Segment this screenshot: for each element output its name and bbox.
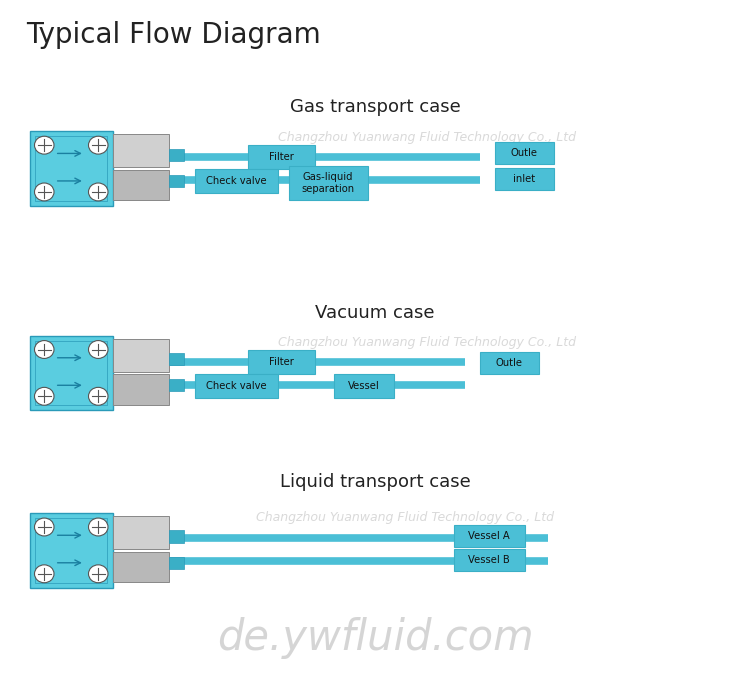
FancyBboxPatch shape xyxy=(195,169,278,193)
FancyBboxPatch shape xyxy=(454,549,525,571)
FancyBboxPatch shape xyxy=(112,338,169,372)
FancyBboxPatch shape xyxy=(30,513,112,588)
FancyBboxPatch shape xyxy=(30,131,112,206)
FancyBboxPatch shape xyxy=(169,557,184,569)
Text: de.ywfluid.com: de.ywfluid.com xyxy=(217,617,533,660)
Text: Typical Flow Diagram: Typical Flow Diagram xyxy=(26,21,321,49)
Circle shape xyxy=(88,387,108,405)
Circle shape xyxy=(88,183,108,201)
Circle shape xyxy=(34,136,54,154)
FancyBboxPatch shape xyxy=(169,353,184,365)
Circle shape xyxy=(34,341,54,358)
FancyBboxPatch shape xyxy=(289,166,368,200)
Text: Vacuum case: Vacuum case xyxy=(315,304,435,322)
FancyBboxPatch shape xyxy=(112,374,169,405)
FancyBboxPatch shape xyxy=(248,350,315,374)
FancyBboxPatch shape xyxy=(169,379,184,391)
FancyBboxPatch shape xyxy=(495,142,554,164)
FancyBboxPatch shape xyxy=(169,149,184,161)
FancyBboxPatch shape xyxy=(480,352,538,374)
Text: Gas-liquid
separation: Gas-liquid separation xyxy=(302,172,355,194)
FancyBboxPatch shape xyxy=(454,525,525,547)
Text: Changzhou Yuanwang Fluid Technology Co., Ltd: Changzhou Yuanwang Fluid Technology Co.,… xyxy=(278,336,577,349)
Text: Check valve: Check valve xyxy=(206,176,266,186)
Text: Changzhou Yuanwang Fluid Technology Co., Ltd: Changzhou Yuanwang Fluid Technology Co.,… xyxy=(256,511,554,524)
FancyBboxPatch shape xyxy=(112,516,169,549)
Circle shape xyxy=(88,565,108,583)
Text: Changzhou Yuanwang Fluid Technology Co., Ltd: Changzhou Yuanwang Fluid Technology Co.,… xyxy=(278,131,577,144)
Text: Check valve: Check valve xyxy=(206,381,266,391)
FancyBboxPatch shape xyxy=(169,175,184,187)
FancyBboxPatch shape xyxy=(30,336,112,410)
Text: Filter: Filter xyxy=(268,357,294,367)
Circle shape xyxy=(88,518,108,536)
Text: Vessel: Vessel xyxy=(348,381,380,391)
Circle shape xyxy=(88,136,108,154)
Text: Vessel A: Vessel A xyxy=(469,531,510,541)
Circle shape xyxy=(88,341,108,358)
Circle shape xyxy=(34,183,54,201)
Circle shape xyxy=(34,387,54,405)
FancyBboxPatch shape xyxy=(195,374,278,398)
Circle shape xyxy=(34,518,54,536)
FancyBboxPatch shape xyxy=(112,170,169,200)
Circle shape xyxy=(34,565,54,583)
FancyBboxPatch shape xyxy=(169,530,184,543)
FancyBboxPatch shape xyxy=(334,374,394,398)
FancyBboxPatch shape xyxy=(248,145,315,169)
Text: Liquid transport case: Liquid transport case xyxy=(280,473,470,491)
Text: Filter: Filter xyxy=(268,152,294,162)
FancyBboxPatch shape xyxy=(112,552,169,582)
Text: Outle: Outle xyxy=(511,148,538,158)
FancyBboxPatch shape xyxy=(112,134,169,167)
FancyBboxPatch shape xyxy=(495,168,554,190)
Text: inlet: inlet xyxy=(513,174,535,184)
Text: Gas transport case: Gas transport case xyxy=(290,98,460,116)
Text: Vessel B: Vessel B xyxy=(469,555,510,565)
Text: Outle: Outle xyxy=(496,358,523,367)
